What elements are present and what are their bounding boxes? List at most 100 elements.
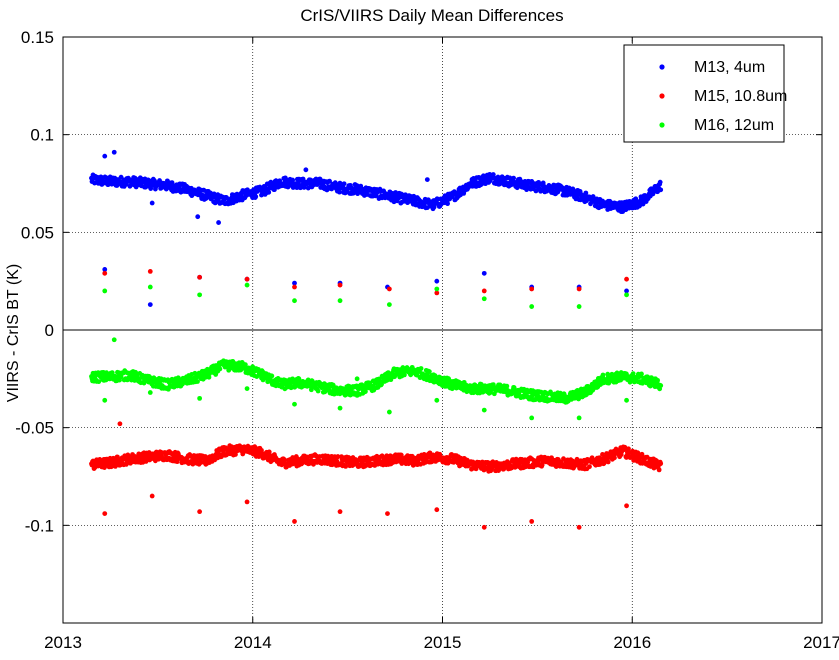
data-point: [282, 457, 288, 463]
data-point: [272, 187, 277, 193]
data-point: [163, 186, 169, 192]
data-point: [363, 386, 369, 391]
data-point: [431, 204, 437, 210]
outlier-point: [197, 509, 203, 515]
data-point: [658, 383, 664, 388]
outlier-point: [481, 270, 487, 276]
outlier-point: [195, 214, 201, 220]
y-tick-label: -0.05: [15, 419, 54, 438]
outlier-point: [529, 415, 535, 421]
outlier-point: [434, 290, 440, 296]
data-point: [266, 189, 272, 195]
legend-marker-m16: [659, 122, 665, 128]
outlier-point: [147, 390, 153, 395]
x-tick-label: 2014: [234, 633, 272, 652]
x-tick-label: 2017: [803, 633, 839, 652]
outlier-point: [434, 278, 440, 284]
outlier-point: [386, 409, 392, 415]
outlier-point: [576, 415, 582, 421]
outlier-point: [244, 282, 250, 288]
data-point: [335, 454, 341, 459]
outlier-point: [147, 269, 153, 274]
outlier-point: [244, 276, 250, 282]
outlier-point: [117, 421, 123, 427]
outlier-point: [102, 397, 108, 403]
outlier-point: [624, 276, 629, 282]
data-point: [337, 189, 342, 195]
outlier-point: [337, 405, 343, 411]
y-tick-label: 0.05: [21, 223, 54, 242]
data-point: [198, 460, 204, 466]
y-tick-label: 0.15: [21, 28, 54, 47]
data-point: [605, 459, 611, 465]
outlier-point: [481, 524, 487, 530]
outlier-point: [337, 509, 343, 515]
outlier-point: [149, 493, 155, 499]
data-point: [504, 383, 510, 389]
legend-label-m15: M15, 10.8um: [694, 88, 787, 105]
outlier-point: [292, 401, 297, 407]
x-tick-label: 2015: [424, 633, 462, 652]
data-point: [658, 461, 664, 466]
data-point: [269, 373, 275, 379]
series-1: [89, 149, 664, 308]
data-points: [89, 149, 664, 530]
series-3: [89, 282, 664, 421]
data-point: [426, 369, 432, 375]
grid-lines: [63, 37, 822, 623]
outlier-point: [424, 177, 430, 182]
outlier-point: [102, 270, 108, 276]
data-point: [118, 374, 124, 380]
outlier-point: [147, 302, 153, 308]
data-point: [626, 446, 631, 452]
data-point: [587, 464, 592, 470]
data-point: [305, 185, 311, 191]
data-point: [96, 379, 102, 385]
outlier-point: [576, 304, 582, 309]
outlier-point: [624, 503, 629, 509]
data-point: [639, 371, 644, 377]
outlier-point: [624, 397, 629, 403]
data-point: [655, 377, 660, 383]
outlier-point: [337, 282, 343, 288]
outlier-point: [529, 519, 535, 524]
data-point: [418, 366, 424, 371]
outlier-point: [111, 149, 117, 155]
data-point: [398, 452, 404, 458]
data-point: [327, 178, 332, 184]
data-point: [487, 178, 493, 184]
legend-marker-m13: [659, 64, 665, 70]
data-point: [446, 376, 452, 382]
outlier-point: [354, 376, 360, 382]
outlier-point: [386, 302, 392, 308]
outlier-point: [102, 267, 108, 272]
outlier-point: [111, 337, 117, 343]
outlier-point: [434, 286, 440, 292]
data-point: [583, 190, 589, 196]
outlier-point: [102, 511, 108, 517]
outlier-point: [244, 499, 250, 505]
x-tick-label: 2016: [613, 633, 651, 652]
outlier-point: [102, 288, 108, 294]
outlier-point: [385, 511, 390, 517]
outlier-point: [624, 288, 629, 294]
data-point: [217, 366, 223, 372]
data-point: [226, 367, 232, 373]
outlier-point: [102, 153, 108, 159]
data-point: [174, 459, 180, 465]
outlier-point: [216, 220, 221, 225]
chart-title: CrIS/VIIRS Daily Mean Differences: [300, 6, 563, 25]
outlier-point: [576, 524, 582, 530]
outlier-point: [481, 288, 487, 294]
data-point: [612, 455, 617, 461]
outlier-point: [337, 298, 343, 304]
outlier-point: [292, 298, 297, 304]
data-point: [242, 362, 248, 368]
outlier-point: [434, 397, 440, 403]
legend-label-m13: M13, 4um: [694, 59, 765, 76]
outlier-point: [197, 395, 203, 401]
data-point: [266, 449, 272, 455]
y-axis-label: VIIRS - CrIS BT (K): [5, 264, 22, 402]
data-point: [490, 382, 496, 387]
outlier-point: [292, 519, 297, 524]
